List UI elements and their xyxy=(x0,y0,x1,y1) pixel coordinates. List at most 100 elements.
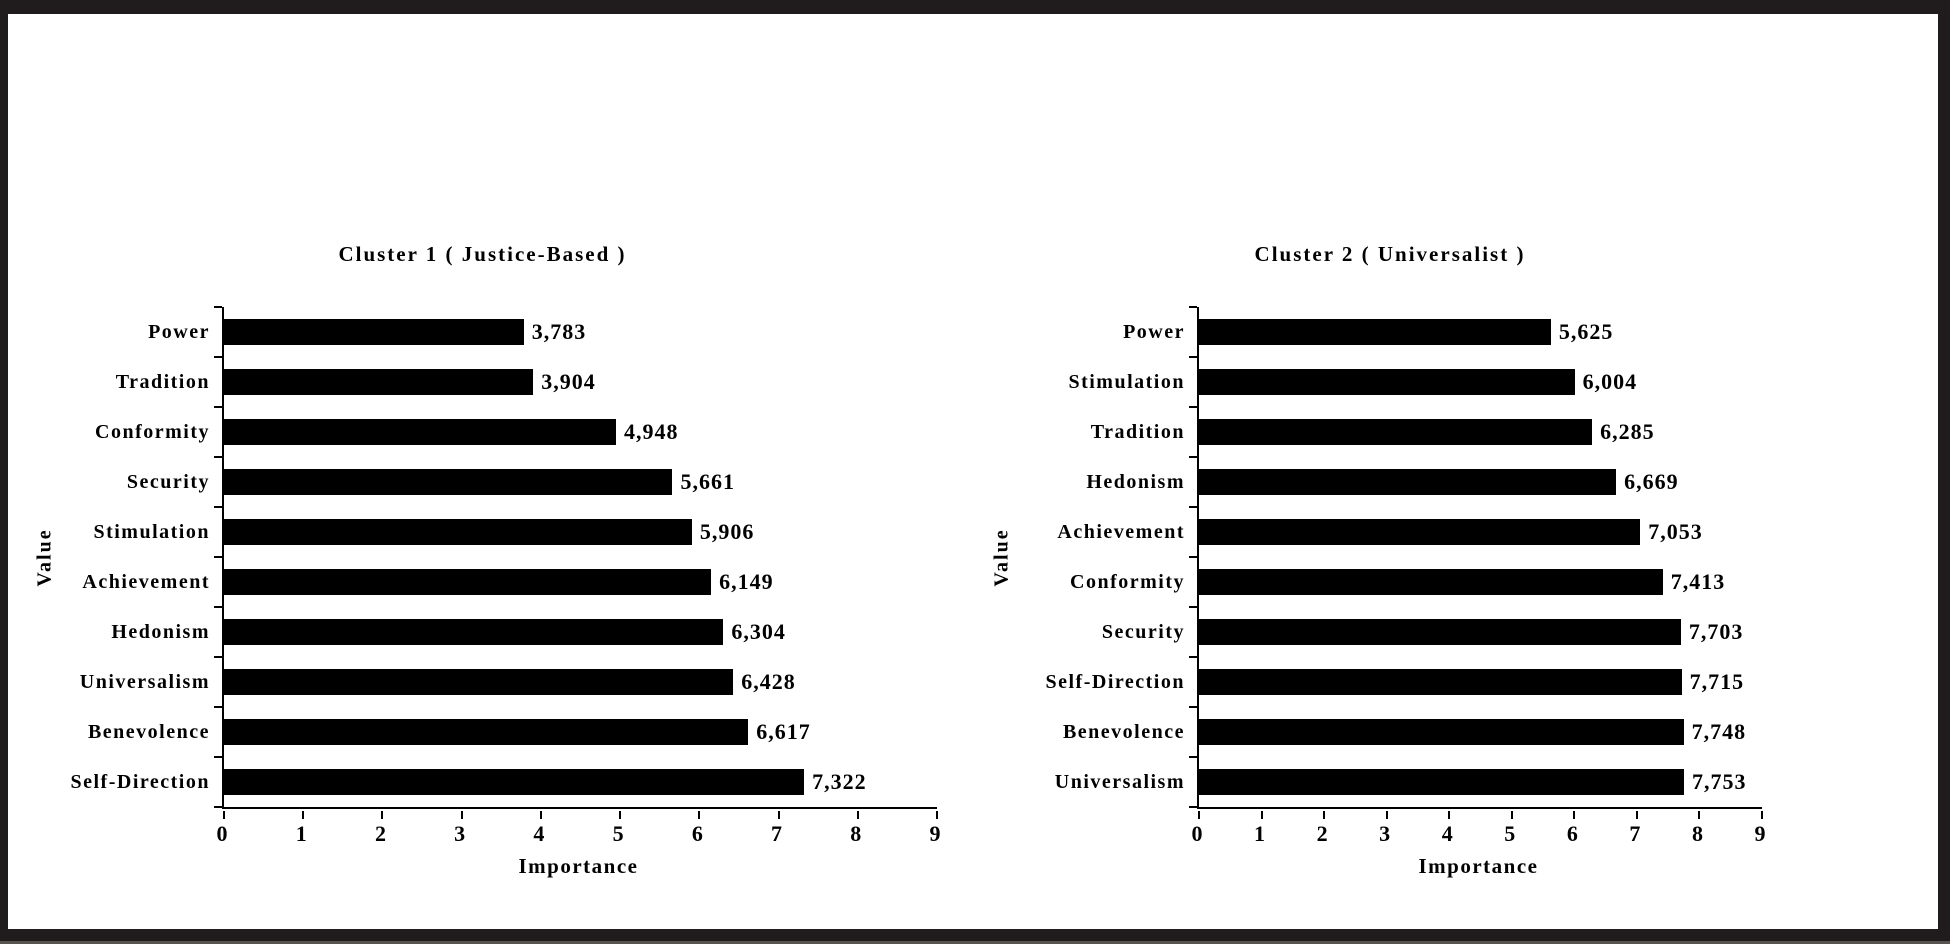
bar-row: 4,948 xyxy=(224,407,937,457)
x-tick-label: 9 xyxy=(929,821,941,846)
category-label: Self-Direction xyxy=(1045,671,1185,693)
x-axis-tick xyxy=(302,811,305,819)
y-axis-tick xyxy=(214,756,222,758)
x-axis-tick xyxy=(856,811,859,819)
x-axis-tick xyxy=(1198,811,1200,819)
figure-paper: Cluster 1 ( Justice-Based ) Value Power T… xyxy=(8,14,1938,929)
category-labels: Power Stimulation Tradition Hedonism Achieve… xyxy=(1000,307,1185,807)
bar xyxy=(224,369,534,395)
x-axis-tick xyxy=(1448,811,1451,819)
category-label: Universalism xyxy=(79,671,210,693)
category-label: Conformity xyxy=(95,421,210,443)
bar xyxy=(1199,319,1551,345)
x-axis-title: Importance xyxy=(1418,854,1539,878)
x-tick-label: 8 xyxy=(850,821,862,846)
bar-row: 7,703 xyxy=(1199,607,1762,657)
bar xyxy=(1199,369,1575,395)
category-label: Security xyxy=(1101,621,1185,643)
y-axis-tick xyxy=(214,456,222,458)
x-tick-label: 5 xyxy=(1504,821,1516,846)
x-axis-tick xyxy=(1698,811,1701,819)
bar xyxy=(1199,719,1684,745)
y-axis-tick xyxy=(214,406,222,408)
chart-title: Cluster 2 ( Universalist ) xyxy=(1254,242,1526,266)
x-tick-label: 1 xyxy=(295,821,307,846)
bar xyxy=(224,319,524,345)
bar-value-label: 4,948 xyxy=(623,419,679,444)
bar-value-label: 5,625 xyxy=(1558,319,1614,344)
bar-row: 6,285 xyxy=(1199,407,1762,457)
x-tick-label: 2 xyxy=(374,821,386,846)
bar xyxy=(1199,669,1682,695)
bar-row: 7,753 xyxy=(1199,757,1762,807)
x-axis-title: Importance xyxy=(518,854,639,878)
chart-title: Cluster 1 ( Justice-Based ) xyxy=(338,242,627,266)
x-tick-label: 4 xyxy=(533,821,545,846)
bar-rows: 3,783 3,904 4,948 5,661 5,906 6,149 6,304 6,428… xyxy=(224,307,937,807)
bar-row: 5,906 xyxy=(224,507,937,557)
bar-row: 6,304 xyxy=(224,607,937,657)
x-tick-label: 5 xyxy=(612,821,624,846)
y-axis-tick xyxy=(1189,356,1197,358)
x-tick-labels: 0 1 2 3 4 5 6 7 8 9 xyxy=(217,820,941,848)
category-label: Security xyxy=(126,471,210,493)
bar xyxy=(1199,519,1641,545)
y-axis-tick xyxy=(1189,456,1197,458)
x-tick-label: 2 xyxy=(1316,821,1328,846)
bar-value-label: 6,149 xyxy=(719,569,774,594)
y-axis-tick xyxy=(1189,556,1197,558)
category-label: Tradition xyxy=(1090,421,1185,443)
plot-area: 3,783 3,904 4,948 5,661 5,906 6,149 6,304 6,428… xyxy=(214,306,938,819)
x-axis-tick xyxy=(1260,811,1263,819)
y-axis-tick xyxy=(1189,656,1197,658)
category-label: Benevolence xyxy=(87,721,210,743)
y-axis-tick xyxy=(1189,506,1197,508)
y-axis-tick xyxy=(1189,406,1197,408)
bar-row: 7,715 xyxy=(1199,657,1762,707)
bar xyxy=(1199,419,1593,445)
bar-row: 7,322 xyxy=(224,757,937,807)
bar-row: 3,904 xyxy=(224,357,937,407)
x-axis-tick xyxy=(698,811,701,819)
bar xyxy=(1199,469,1617,495)
x-axis-tick xyxy=(1510,811,1513,819)
x-axis-tick xyxy=(619,811,622,819)
y-axis-tick xyxy=(214,306,222,308)
bar-row: 3,783 xyxy=(224,307,937,357)
y-axis-tick xyxy=(1189,806,1197,808)
category-label: Conformity xyxy=(1070,571,1185,593)
bar-value-label: 6,004 xyxy=(1582,369,1638,394)
bar-value-label: 3,783 xyxy=(531,319,587,344)
bar xyxy=(224,519,692,545)
bar xyxy=(224,669,734,695)
bar-value-label: 7,748 xyxy=(1691,719,1747,744)
bar-row: 6,004 xyxy=(1199,357,1762,407)
category-label: Benevolence xyxy=(1062,721,1185,743)
bar xyxy=(224,619,724,645)
x-tick-label: 3 xyxy=(454,821,466,846)
bar-value-label: 7,715 xyxy=(1689,669,1745,694)
x-axis-tick xyxy=(1635,811,1638,819)
category-label: Power xyxy=(1123,321,1185,343)
y-axis-tick xyxy=(1189,706,1197,708)
category-label: Power xyxy=(148,321,210,343)
category-label: Universalism xyxy=(1054,771,1185,793)
bar xyxy=(224,419,616,445)
bar-value-label: 3,904 xyxy=(541,369,596,394)
x-axis-tick xyxy=(223,811,225,819)
category-label: Self-Direction xyxy=(70,771,210,793)
bar-value-label: 7,753 xyxy=(1691,769,1747,794)
bar-value-label: 7,053 xyxy=(1648,519,1703,544)
bar-row: 7,413 xyxy=(1199,557,1762,607)
bar-value-label: 6,617 xyxy=(756,719,811,744)
bar xyxy=(1199,569,1663,595)
bar-value-label: 6,669 xyxy=(1624,469,1679,494)
category-label: Achievement xyxy=(82,571,210,593)
x-tick-label: 6 xyxy=(1566,821,1578,846)
x-tick-label: 7 xyxy=(1629,821,1641,846)
category-label: Hedonism xyxy=(111,621,210,643)
x-axis-tick xyxy=(1573,811,1576,819)
y-axis-tick xyxy=(214,806,222,808)
bar-row: 5,661 xyxy=(224,457,937,507)
bar-rows: 5,625 6,004 6,285 6,669 7,053 7,413 7,703 7,715… xyxy=(1199,307,1762,807)
